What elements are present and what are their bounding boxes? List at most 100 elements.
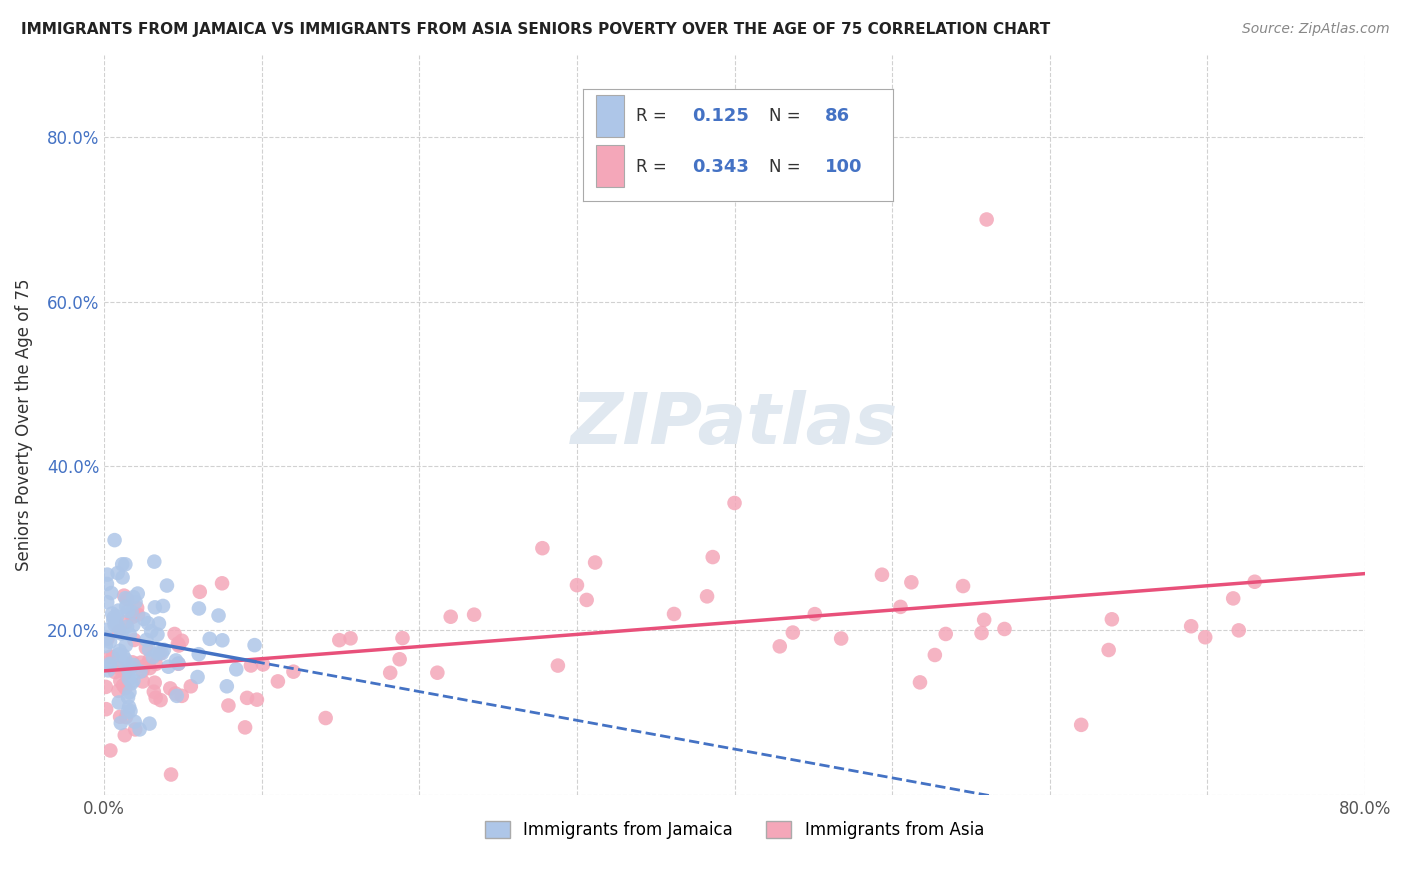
Point (696, 590, 718, 604)
Point (143, 675, 166, 690)
Bar (596, 95, 624, 137)
Point (127, 601, 149, 615)
Point (96, 632, 118, 646)
Point (127, 586, 149, 600)
Point (211, 633, 233, 648)
Point (211, 576, 233, 591)
Point (120, 660, 142, 674)
Point (146, 646, 169, 660)
Point (148, 616, 170, 631)
Point (146, 627, 169, 641)
Point (217, 698, 239, 713)
Point (1101, 612, 1123, 626)
Point (531, 541, 554, 556)
Point (98, 657, 121, 671)
Point (243, 638, 266, 652)
Text: N =: N = (769, 158, 800, 177)
Point (165, 653, 187, 667)
Point (111, 558, 134, 572)
Point (388, 652, 411, 666)
Text: N =: N = (769, 107, 800, 125)
Point (107, 696, 129, 710)
Point (952, 579, 974, 593)
Point (110, 673, 132, 688)
Point (120, 704, 142, 718)
Point (328, 633, 350, 648)
Point (107, 661, 129, 675)
Text: 0.125: 0.125 (692, 107, 748, 125)
Point (1180, 619, 1202, 633)
Bar (596, 145, 624, 187)
Point (114, 558, 136, 572)
Point (98, 743, 121, 757)
Point (165, 686, 187, 700)
Point (924, 648, 946, 662)
Point (889, 599, 911, 614)
Point (187, 647, 209, 661)
Text: 86: 86 (825, 107, 849, 125)
Point (103, 613, 125, 627)
Point (160, 767, 183, 781)
Point (1194, 630, 1216, 644)
Point (157, 659, 180, 673)
Point (188, 584, 211, 599)
Point (107, 683, 129, 698)
Point (170, 633, 193, 648)
Point (187, 670, 209, 684)
Point (782, 625, 804, 640)
Point (970, 626, 993, 640)
Point (138, 642, 160, 657)
Point (976, 212, 998, 227)
Point (149, 647, 172, 661)
Point (1098, 643, 1121, 657)
Point (96, 577, 118, 591)
Point (110, 716, 132, 731)
Point (103, 610, 125, 624)
Point (114, 681, 136, 695)
Point (121, 610, 143, 624)
Point (96, 567, 118, 582)
Point (135, 632, 157, 647)
Point (136, 616, 159, 631)
Point (153, 642, 176, 657)
Point (769, 640, 792, 654)
Point (723, 496, 745, 510)
Point (111, 570, 134, 584)
Point (152, 599, 174, 613)
Point (104, 618, 127, 632)
Point (239, 658, 262, 673)
Point (100, 586, 122, 600)
Point (108, 644, 131, 658)
Point (283, 665, 305, 679)
Point (107, 604, 129, 618)
Point (98, 634, 121, 648)
Point (935, 627, 957, 641)
Point (132, 612, 155, 626)
Point (134, 659, 156, 673)
Point (94, 639, 117, 653)
Point (662, 607, 685, 621)
Point (142, 684, 165, 698)
Point (830, 632, 852, 646)
Point (104, 665, 127, 679)
Point (117, 664, 139, 678)
Point (870, 567, 893, 582)
Text: Source: ZipAtlas.com: Source: ZipAtlas.com (1241, 22, 1389, 37)
Point (110, 626, 132, 640)
Point (198, 632, 221, 646)
Point (131, 664, 153, 678)
Point (180, 679, 202, 693)
Point (117, 592, 139, 607)
Text: IMMIGRANTS FROM JAMAICA VS IMMIGRANTS FROM ASIA SENIORS POVERTY OVER THE AGE OF : IMMIGRANTS FROM JAMAICA VS IMMIGRANTS FR… (21, 22, 1050, 37)
Point (1222, 591, 1244, 606)
Point (547, 658, 569, 673)
Point (124, 723, 146, 737)
Point (115, 638, 138, 652)
Point (142, 650, 165, 665)
Point (426, 665, 449, 680)
Point (117, 705, 139, 719)
Point (150, 646, 173, 660)
Point (101, 607, 124, 621)
Point (440, 609, 463, 624)
Point (107, 648, 129, 662)
